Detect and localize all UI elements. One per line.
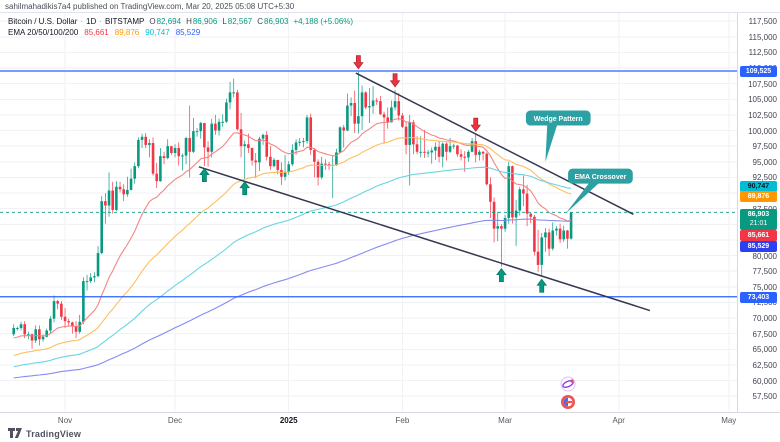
countdown-timer: 21:01 (749, 220, 768, 227)
price-axis-marker: 90,747 (740, 180, 777, 192)
price-tick-label: 70,000 (752, 314, 777, 324)
price-axis[interactable]: 57,500 60,000 62,500 65,000 67,500 70,000 72,5… (737, 12, 780, 412)
trend-line-wedge-lower[interactable] (198, 166, 651, 312)
price-axis-marker: 89,876 (740, 191, 777, 202)
price-tick-label: 112,500 (748, 48, 777, 58)
ohlc-value: 86,906 (192, 17, 218, 26)
legend: Bitcoin / U.S. Dollar · 1D · BITSTAMP O82,694… (8, 16, 353, 38)
arrow-down-marker[interactable] (389, 73, 401, 88)
ema-legend-value: 90,747 (145, 28, 170, 37)
price-tick-label: 80,000 (752, 251, 777, 261)
grid-lines (0, 12, 737, 412)
price-axis-marker: 85,661 (740, 230, 777, 241)
interval-label[interactable]: 1D (86, 17, 97, 26)
exchange-label: BITSTAMP (104, 17, 145, 26)
time-tick-label: Feb (395, 416, 410, 425)
price-tick-label: 115,000 (748, 32, 777, 42)
legend-separator: · (99, 17, 102, 26)
arrow-up-marker[interactable] (496, 267, 507, 283)
price-tick-label: 102,500 (748, 110, 777, 120)
legend-row-indicator: EMA 20/50/100/200 85,661 89,876 90,747 85,52… (8, 27, 353, 38)
arrow-down-marker[interactable] (353, 55, 364, 70)
price-axis-marker: 85,529 (740, 241, 777, 252)
footer-bar: TradingView (8, 428, 81, 440)
price-tick-label: 95,000 (752, 157, 777, 167)
price-tick-label: 117,500 (748, 17, 777, 27)
time-tick-label: May (721, 416, 737, 425)
time-axis[interactable]: Nov Dec 2025 Feb Mar Apr May (0, 412, 780, 428)
time-tick-label: Apr (612, 416, 625, 425)
svg-text:Wedge Pattern: Wedge Pattern (534, 116, 583, 123)
price-axis-marker: 73,403 (740, 291, 777, 303)
time-tick-label: Dec (167, 416, 183, 425)
price-tick-label: 97,500 (752, 142, 777, 152)
price-tick-label: 77,500 (752, 267, 777, 277)
arrow-up-marker[interactable] (536, 278, 548, 293)
ohlc-letter: L (222, 17, 227, 26)
price-tick-label: 57,500 (752, 392, 777, 402)
price-tick-label: 100,000 (748, 126, 777, 136)
svg-text:EMA Crossover: EMA Crossover (574, 174, 626, 181)
emoji-sticker-badge-icon[interactable] (561, 395, 575, 409)
arrow-down-marker[interactable] (470, 117, 482, 132)
arrow-up-marker[interactable] (199, 167, 210, 183)
ohlc-letter: H (186, 17, 192, 26)
attribution-bar: sahilmahadikis7a4 published on TradingVi… (0, 0, 780, 13)
ema-legend-value: 89,876 (114, 28, 140, 37)
time-tick-label: Mar (498, 416, 512, 425)
price-tick-label: 72,500 (752, 298, 777, 308)
tradingview-logo-icon[interactable] (8, 428, 22, 440)
arrow-up-marker[interactable] (239, 181, 251, 196)
price-tick-label: 65,000 (752, 345, 777, 355)
time-tick-label: 2025 (279, 416, 298, 425)
change-value: +4,188 (+5.06%) (293, 17, 354, 26)
price-axis-marker: 86,903 21:01 (740, 209, 777, 230)
price-tick-label: 105,000 (748, 95, 777, 105)
price-axis-marker: 109,525 (740, 65, 777, 77)
emoji-sticker-orbit-icon[interactable] (560, 376, 576, 392)
price-tick-label: 92,500 (752, 173, 777, 183)
indicator-label[interactable]: EMA 20/50/100/200 (8, 28, 79, 37)
ema-legend-value: 85,529 (175, 28, 201, 37)
tradingview-watermark[interactable]: TradingView (26, 429, 82, 439)
ohlc-value: 86,903 (264, 17, 289, 26)
ohlc-value: 82,694 (156, 17, 182, 26)
ohlc-value: 82,567 (227, 17, 253, 26)
ema-100-line[interactable] (13, 166, 572, 368)
callout-ema-crossover[interactable]: EMA Crossover (565, 168, 633, 214)
price-tick-label: 62,500 (752, 360, 777, 370)
time-tick-label: Nov (57, 416, 73, 425)
ema-values: 85,661 89,876 90,747 85,529 (78, 28, 200, 37)
price-tick-label: 67,500 (752, 329, 777, 339)
attribution-text: sahilmahadikis7a4 published on TradingVi… (5, 2, 295, 11)
callout-wedge-pattern[interactable]: Wedge Pattern (525, 110, 591, 162)
price-tick-label: 107,500 (748, 79, 777, 89)
legend-row-symbol: Bitcoin / U.S. Dollar · 1D · BITSTAMP O82,694… (8, 16, 353, 27)
ema-200-line[interactable] (13, 218, 572, 379)
ema-20-line[interactable] (13, 118, 572, 339)
price-tick-label: 75,000 (752, 282, 777, 292)
ohlc-letter: C (257, 17, 264, 26)
legend-separator: · (80, 17, 84, 26)
ohlc-values: O82,694 H86,906 L82,567 C86,903 (144, 17, 288, 26)
price-tick-label: 60,000 (752, 376, 777, 386)
ohlc-letter: O (149, 17, 156, 26)
ema-50-line[interactable] (13, 136, 572, 357)
symbol-title[interactable]: Bitcoin / U.S. Dollar (8, 17, 78, 26)
ema-legend-value: 85,661 (84, 28, 109, 37)
